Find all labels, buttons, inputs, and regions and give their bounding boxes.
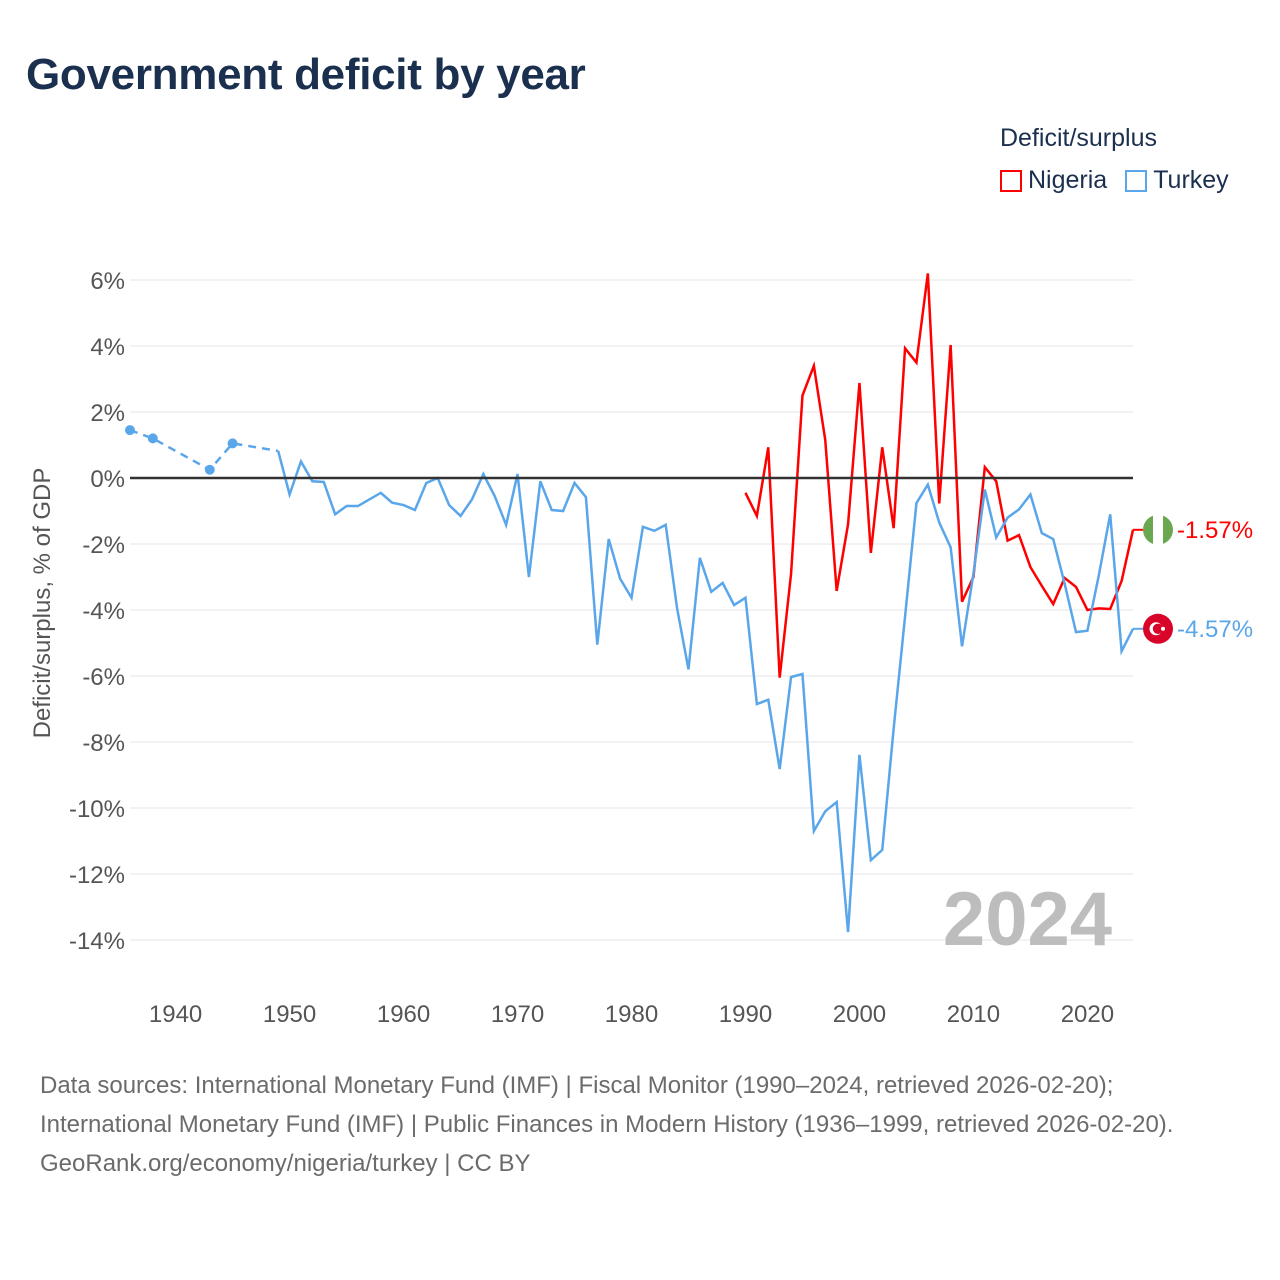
page-title: Government deficit by year bbox=[26, 50, 586, 99]
y-tick-label: -2% bbox=[82, 532, 125, 559]
star bbox=[1161, 626, 1165, 631]
x-tick-label: 1940 bbox=[149, 1001, 202, 1028]
turkey-flag-icon bbox=[1143, 613, 1173, 644]
y-tick-label: 2% bbox=[90, 400, 125, 427]
x-tick-labels: 1940 1950 1960 1970 1980 1990 2000 2010 2020 bbox=[149, 1001, 1114, 1028]
y-axis-label: Deficit/surplus, % of GDP bbox=[29, 468, 56, 739]
x-tick-label: 1990 bbox=[719, 1001, 772, 1028]
x-tick-label: 2020 bbox=[1061, 1001, 1114, 1028]
turkey-data-point bbox=[204, 464, 215, 475]
legend-item-turkey[interactable]: Turkey bbox=[1125, 166, 1229, 195]
legend-title: Deficit/surplus bbox=[1000, 124, 1157, 152]
nigeria-end-label: -1.57% bbox=[1177, 517, 1253, 544]
end-labels: -1.57% -4.57% bbox=[1133, 514, 1253, 644]
nigeria-flag-icon bbox=[1143, 514, 1173, 545]
legend-swatch-turkey bbox=[1125, 169, 1148, 192]
footer: Data sources: International Monetary Fun… bbox=[40, 1066, 1240, 1183]
nigeria-flag-stripes bbox=[1143, 514, 1173, 545]
legend-swatch-nigeria bbox=[1000, 169, 1022, 192]
turkey-data-point bbox=[125, 425, 135, 436]
x-tick-label: 2010 bbox=[947, 1001, 1000, 1028]
y-tick-label: -10% bbox=[69, 796, 125, 823]
turkey-data-point bbox=[227, 438, 238, 449]
legend-label-turkey: Turkey bbox=[1153, 166, 1229, 194]
legend: Nigeria Turkey bbox=[1000, 166, 1229, 195]
flag-stripe bbox=[1143, 514, 1153, 545]
turkey-end-label: -4.57% bbox=[1177, 616, 1253, 643]
x-tick-label: 1960 bbox=[377, 1001, 430, 1028]
x-tick-label: 1980 bbox=[605, 1001, 658, 1028]
y-tick-labels: 6% 4% 2% 0% -2% -4% -6% -8% -10% -12% -14% bbox=[69, 268, 125, 955]
legend-label-nigeria: Nigeria bbox=[1028, 166, 1108, 194]
turkey-data-point bbox=[147, 433, 158, 444]
x-tick-label: 2000 bbox=[833, 1001, 886, 1028]
crescent-inner bbox=[1152, 623, 1164, 635]
credit-link[interactable]: GeoRank.org/economy/nigeria/turkey | CC … bbox=[40, 1150, 531, 1177]
y-tick-label: -12% bbox=[69, 862, 125, 889]
y-tick-label: -8% bbox=[82, 730, 125, 757]
series-lines bbox=[125, 273, 1135, 933]
y-tick-label: -6% bbox=[82, 664, 125, 691]
turkey-line bbox=[276, 450, 1135, 933]
x-tick-label: 1950 bbox=[263, 1001, 316, 1028]
data-sources: Data sources: International Monetary Fun… bbox=[40, 1072, 1174, 1138]
nigeria-line bbox=[744, 273, 1135, 678]
flag-stripe bbox=[1153, 514, 1163, 545]
x-tick-label: 1970 bbox=[491, 1001, 544, 1028]
grid-lines bbox=[130, 279, 1133, 941]
legend-item-nigeria[interactable]: Nigeria bbox=[1000, 166, 1107, 195]
y-tick-label: -14% bbox=[69, 928, 125, 955]
y-tick-label: 4% bbox=[90, 334, 125, 361]
year-watermark: 2024 bbox=[943, 877, 1112, 962]
y-tick-label: 0% bbox=[90, 466, 125, 493]
y-tick-label: -4% bbox=[82, 598, 125, 625]
y-tick-label: 6% bbox=[90, 268, 125, 295]
flag-stripe bbox=[1163, 514, 1173, 545]
